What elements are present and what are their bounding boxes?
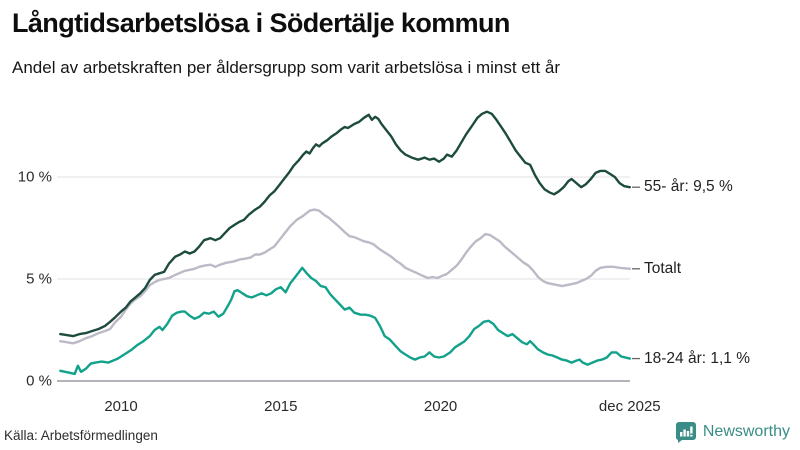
- page-subtitle: Andel av arbetskraften per åldersgrupp s…: [12, 58, 561, 77]
- series-end-label: 55- år: 9,5 %: [644, 178, 733, 196]
- series-line-1: [59, 266, 631, 376]
- newsworthy-wordmark: Newsworthy: [702, 423, 790, 440]
- y-tick-label: 0 %: [26, 372, 52, 390]
- y-tick-label: 10 %: [17, 168, 52, 186]
- newsworthy-icon: [675, 422, 696, 443]
- page-title: Långtidsarbetslösa i Södertälje kommun: [12, 8, 510, 38]
- series-end-label: 18-24 år: 1,1 %: [644, 349, 750, 367]
- x-tick-label: dec 2025: [598, 398, 661, 415]
- series-end-label: Totalt: [644, 259, 682, 277]
- x-tick-label: 2010: [104, 398, 138, 415]
- x-tick-label: 2020: [423, 398, 458, 415]
- newsworthy-logo: Newsworthy: [675, 421, 790, 443]
- series-line-0: [59, 208, 631, 345]
- series-line-2: [59, 110, 631, 338]
- y-tick-label: 5 %: [26, 270, 52, 288]
- source-note: Källa: Arbetsförmedlingen: [4, 428, 158, 443]
- x-tick-label: 2015: [264, 398, 298, 415]
